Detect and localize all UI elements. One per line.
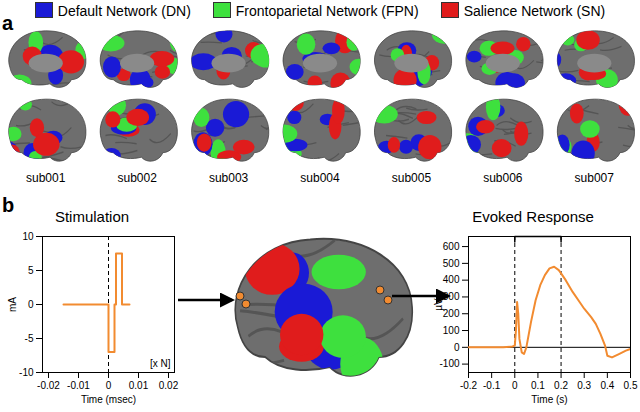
svg-text:sub007: sub007	[575, 171, 615, 185]
svg-text:0.4: 0.4	[600, 380, 614, 391]
svg-text:-0.02: -0.02	[37, 380, 60, 391]
svg-text:sub004: sub004	[300, 171, 340, 185]
svg-text:0: 0	[28, 299, 34, 310]
svg-text:200: 200	[443, 308, 460, 319]
svg-text:500: 500	[443, 258, 460, 269]
svg-text:-0.01: -0.01	[67, 380, 90, 391]
svg-text:-0.1: -0.1	[483, 380, 501, 391]
svg-text:Time (msec): Time (msec)	[81, 394, 136, 405]
svg-text:[x N]: [x N]	[150, 358, 171, 369]
svg-text:0.02: 0.02	[159, 380, 179, 391]
svg-text:mA: mA	[7, 297, 18, 312]
html-text:Stimulation: Stimulation	[54, 208, 130, 225]
svg-text:a: a	[2, 12, 14, 34]
svg-text:-100: -100	[439, 358, 459, 369]
svg-text:0.01: 0.01	[129, 380, 149, 391]
svg-text:300: 300	[443, 291, 460, 302]
svg-text:-10: -10	[19, 367, 34, 378]
svg-text:Time (s): Time (s)	[531, 394, 567, 405]
svg-text:0.2: 0.2	[554, 380, 568, 391]
svg-text:10: 10	[22, 231, 34, 242]
svg-text:0.3: 0.3	[577, 380, 591, 391]
svg-text:sub006: sub006	[483, 171, 523, 185]
svg-text:sub002: sub002	[117, 171, 157, 185]
svg-text:0: 0	[106, 380, 112, 391]
svg-text:-5: -5	[25, 333, 34, 344]
svg-text:0.5: 0.5	[624, 380, 638, 391]
svg-text:µV: µV	[433, 298, 444, 311]
html-text:Salience Network (SN): Salience Network (SN)	[463, 3, 606, 19]
svg-text:b: b	[2, 194, 14, 216]
html-text:Default Network (DN): Default Network (DN)	[57, 3, 191, 19]
svg-text:5: 5	[28, 265, 34, 276]
svg-text:-0.2: -0.2	[460, 380, 478, 391]
html-text:Frontoparietal Network (FPN): Frontoparietal Network (FPN)	[235, 3, 419, 19]
html-text:Evoked Response: Evoked Response	[472, 208, 594, 225]
svg-text:0: 0	[454, 342, 460, 353]
svg-text:sub005: sub005	[392, 171, 432, 185]
svg-text:0: 0	[512, 380, 518, 391]
svg-text:sub003: sub003	[209, 171, 249, 185]
svg-text:sub001: sub001	[26, 171, 66, 185]
svg-text:600: 600	[443, 241, 460, 252]
svg-text:0.1: 0.1	[531, 380, 545, 391]
svg-text:100: 100	[443, 325, 460, 336]
svg-text:400: 400	[443, 274, 460, 285]
